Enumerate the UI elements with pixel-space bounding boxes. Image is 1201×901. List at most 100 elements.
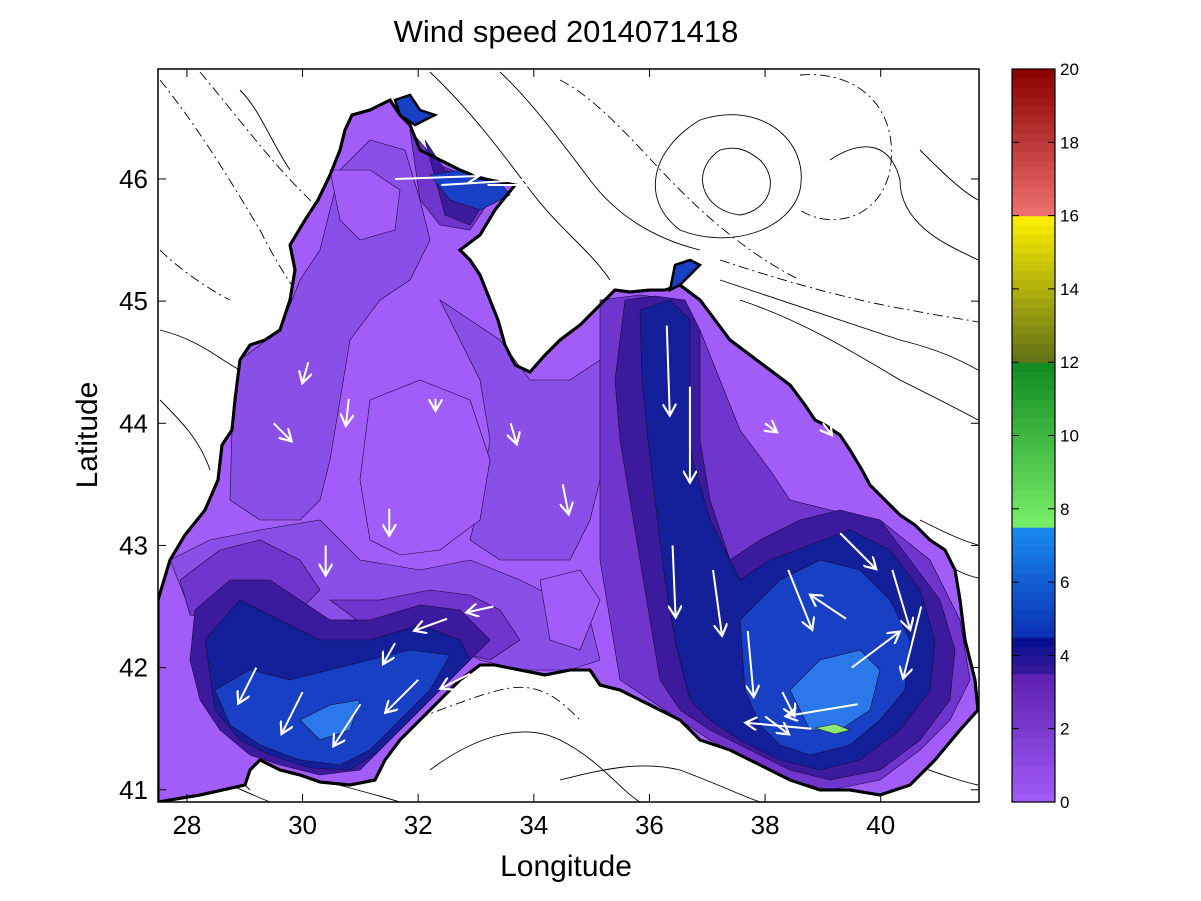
colorbar-tick-label: 20 (1060, 60, 1079, 79)
colorbar-swatch (1012, 444, 1055, 455)
wind-vector (333, 703, 362, 746)
colorbar-tick-label: 10 (1060, 427, 1079, 446)
contour-band-6-7 (789, 649, 881, 731)
wind-vector (383, 642, 396, 664)
contour-line (199, 71, 361, 251)
colorbar-swatch (1012, 728, 1055, 739)
wind-vector (667, 325, 670, 416)
colorbar-swatch (1012, 673, 1055, 684)
colorbar-swatch (1012, 96, 1055, 107)
y-tick-label: 41 (119, 775, 148, 805)
colorbar-swatch (1012, 252, 1055, 263)
wind-vector (673, 545, 676, 617)
contour-line (159, 399, 211, 471)
wind-vector (810, 595, 847, 620)
colorbar-swatch (1012, 719, 1055, 730)
colorbar-swatch (1012, 114, 1055, 125)
land-contour-lines (159, 71, 979, 802)
x-tick-label: 28 (172, 810, 201, 840)
colorbar-swatch (1012, 618, 1055, 629)
wind-vector (563, 484, 569, 514)
colorbar-tick-label: 2 (1060, 720, 1069, 739)
colorbar-tick-label: 8 (1060, 500, 1069, 519)
contour-band-0-1 (329, 169, 401, 241)
contour-line (559, 765, 761, 802)
colorbar-swatch (1012, 737, 1055, 748)
colorbar-swatch (1012, 710, 1055, 721)
colorbar-swatch (1012, 142, 1055, 153)
x-axis-title: Longitude (500, 850, 632, 883)
x-tick-label: 30 (288, 810, 317, 840)
wind-vector (385, 679, 419, 713)
contour-line (919, 519, 979, 546)
wind-vector (764, 715, 789, 734)
colorbar-tick-label: 18 (1060, 133, 1079, 152)
colorbar-swatch (1012, 490, 1055, 501)
contour-line (429, 71, 611, 281)
plot-frame (157, 68, 980, 803)
wind-vector (903, 606, 923, 679)
wind-vector (511, 423, 517, 444)
wind-vector (346, 398, 349, 426)
colorbar-swatch (1012, 600, 1055, 611)
wind-vectors (238, 176, 923, 746)
colorbar-swatch (1012, 334, 1055, 345)
colorbar-swatch (1012, 215, 1055, 226)
wind-vector (466, 607, 494, 613)
contour-line (799, 74, 892, 221)
wind-vector (272, 422, 292, 441)
colorbar-swatch (1012, 78, 1055, 88)
plot-area (158, 69, 979, 802)
contour-line (559, 79, 801, 281)
wind-vector (238, 667, 258, 704)
coastline-inlet (393, 93, 439, 127)
contour-line (159, 329, 241, 371)
chart-title: Wind speed 2014071418 (394, 14, 739, 49)
colorbar-swatch (1012, 563, 1055, 574)
colorbar-swatch (1012, 325, 1055, 336)
x-tick-label: 38 (751, 810, 780, 840)
colorbar-swatch (1012, 554, 1055, 565)
colorbar-tick-label: 6 (1060, 573, 1069, 592)
colorbar-swatch (1012, 353, 1055, 363)
y-axis-title: Latitude (71, 382, 104, 489)
colorbar-swatch (1012, 609, 1055, 620)
contour-line (655, 114, 802, 239)
x-tick-label: 40 (866, 810, 895, 840)
wind-vector (851, 632, 900, 669)
colorbar-swatch (1012, 572, 1055, 583)
colorbar-swatch (1012, 472, 1055, 482)
colorbar: 0 2 4 6 8 10 12 14 16 18 20 (1011, 60, 1079, 812)
colorbar-swatch (1012, 362, 1055, 372)
colorbar-swatch (1012, 389, 1055, 400)
colorbar-swatch (1012, 408, 1055, 418)
colorbar-tick-label: 0 (1060, 793, 1069, 812)
contour-band-1-2 (229, 139, 431, 521)
contour-line (919, 149, 979, 201)
coastline (158, 98, 979, 802)
colorbar-swatch (1012, 178, 1055, 189)
colorbar-swatch (1012, 298, 1055, 308)
colorbar-swatch (1012, 169, 1055, 180)
contour-band-0-1 (539, 569, 601, 651)
colorbar-swatch (1012, 224, 1055, 235)
contour-line (829, 146, 979, 261)
wind-vector (839, 532, 876, 569)
colorbar-swatch (1012, 316, 1055, 327)
y-axis: 41 42 43 44 45 46 (119, 164, 979, 805)
colorbar-swatch (1012, 435, 1055, 446)
colorbar-swatch (1012, 462, 1055, 473)
colorbar-swatch (1012, 637, 1055, 647)
colorbar-tick-label: 12 (1060, 353, 1079, 372)
colorbar-swatch (1012, 527, 1055, 537)
colorbar-swatch (1012, 646, 1055, 656)
colorbar-swatch (1012, 591, 1055, 602)
colorbar-swatch (1012, 499, 1055, 510)
colorbar-swatch (1012, 160, 1055, 171)
colorbar-swatch (1012, 151, 1055, 162)
wind-vector (282, 691, 304, 734)
contour-line (159, 79, 321, 321)
colorbar-swatch (1012, 517, 1055, 528)
colorbar-swatch (1012, 417, 1055, 427)
